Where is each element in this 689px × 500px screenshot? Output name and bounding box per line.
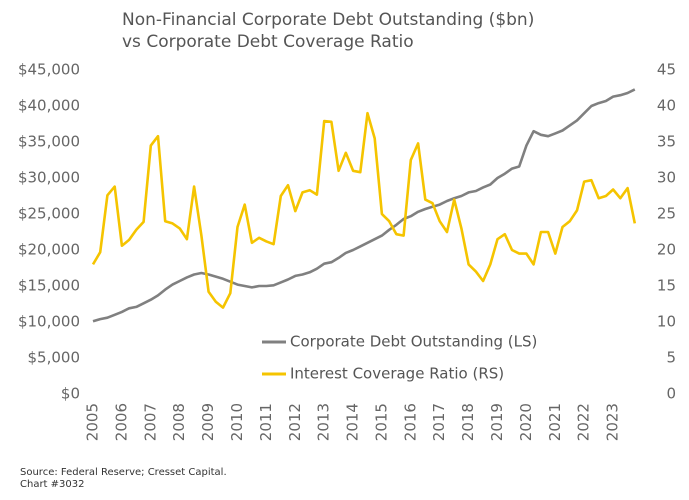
x-tick-label: 2012 (286, 403, 304, 441)
series-line (91, 111, 637, 309)
x-tick-label: 2011 (257, 403, 275, 441)
y2-tick-label: 0 (666, 385, 676, 403)
series-line (92, 88, 636, 323)
x-tick-label: 2020 (517, 403, 535, 441)
y2-tick-label: 10 (657, 313, 676, 331)
x-tick-label: 2010 (228, 403, 246, 441)
y2-tick-label: 45 (657, 61, 676, 79)
legend-label: Interest Coverage Ratio (RS) (290, 365, 504, 383)
x-tick-label: 2022 (575, 403, 593, 441)
x-tick-label: 2006 (112, 403, 130, 441)
chart-number: Chart #3032 (20, 479, 85, 490)
y-tick-label: $15,000 (18, 277, 80, 295)
y-tick-label: $45,000 (18, 61, 80, 79)
x-tick-label: 2007 (141, 403, 159, 441)
x-tick-label: 2021 (546, 403, 564, 441)
y2-tick-label: 20 (657, 241, 676, 259)
y-tick-label: $30,000 (18, 169, 80, 187)
x-tick-label: 2019 (488, 403, 506, 441)
x-tick-label: 2015 (372, 403, 390, 441)
y2-tick-label: 35 (657, 133, 676, 151)
y-tick-label: $35,000 (18, 133, 80, 151)
y2-tick-label: 30 (657, 169, 676, 187)
x-tick-label: 2016 (401, 403, 419, 441)
source-note: Source: Federal Reserve; Cresset Capital… (20, 467, 227, 478)
x-tick-label: 2009 (199, 403, 217, 441)
y2-tick-label: 40 (657, 97, 676, 115)
y-tick-label: $20,000 (18, 241, 80, 259)
chart-title: Non-Financial Corporate Debt Outstanding… (122, 10, 534, 30)
x-tick-label: 2008 (170, 403, 188, 441)
y-tick-label: $10,000 (18, 313, 80, 331)
y-tick-label: $40,000 (18, 97, 80, 115)
chart-subtitle: vs Corporate Debt Coverage Ratio (122, 32, 414, 52)
legend-label: Corporate Debt Outstanding (LS) (290, 333, 537, 351)
y-tick-label: $5,000 (28, 349, 81, 367)
x-tick-label: 2013 (315, 403, 333, 441)
x-tick-label: 2017 (430, 403, 448, 441)
y2-tick-label: 25 (657, 205, 676, 223)
x-tick-label: 2018 (459, 403, 477, 441)
y-tick-label: $25,000 (18, 205, 80, 223)
x-tick-label: 2023 (604, 403, 622, 441)
x-tick-label: 2014 (344, 403, 362, 441)
y2-tick-label: 15 (657, 277, 676, 295)
y2-tick-label: 5 (666, 349, 676, 367)
y-tick-label: $0 (61, 385, 80, 403)
x-tick-label: 2005 (84, 403, 102, 441)
